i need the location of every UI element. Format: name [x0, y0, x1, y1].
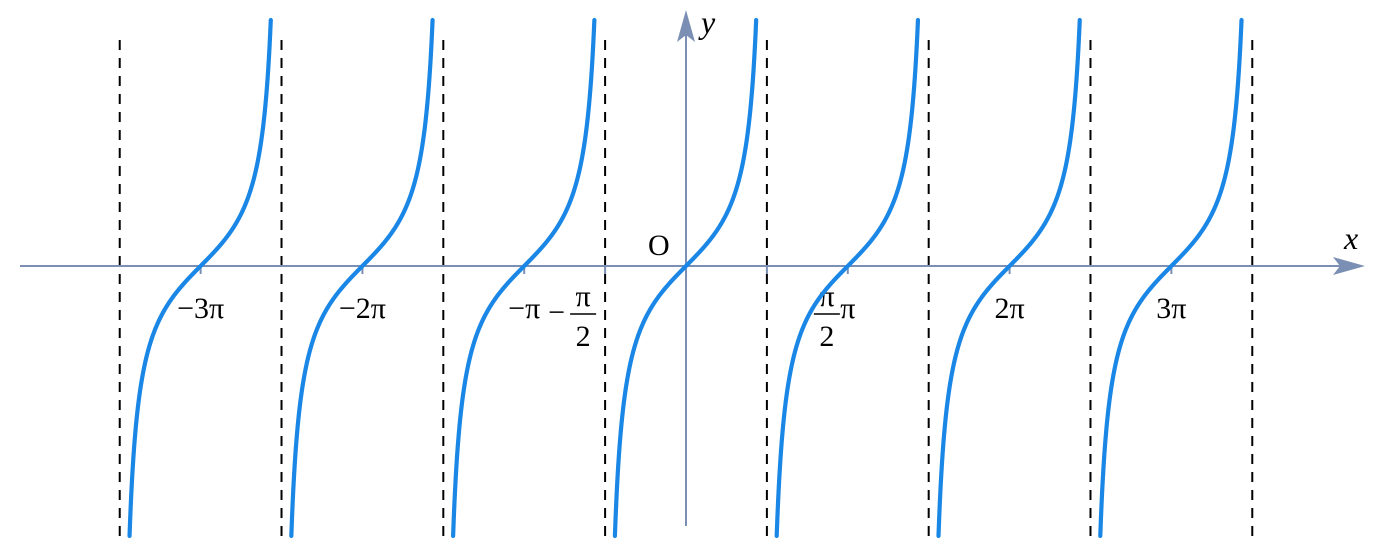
x-axis-label: x [1343, 220, 1358, 256]
x-axis-arrow-icon [1333, 257, 1365, 275]
x-tick-label-sign: − [548, 296, 565, 329]
asymptote-lines [118, 40, 1254, 542]
x-tick-label: 3π [1156, 292, 1186, 325]
y-axis-arrow-icon [677, 10, 695, 42]
tangent-branch [127, 17, 273, 539]
x-tick-label-numerator: π [819, 280, 834, 313]
tangent-branch [774, 17, 921, 539]
tangent-branches [127, 17, 1244, 539]
x-tick-label-denominator: 2 [576, 320, 591, 353]
x-tick-label: −π [508, 292, 540, 325]
x-tick-label-fraction: − π 2 [548, 280, 597, 353]
x-tick-label-fraction: π2 [813, 280, 840, 353]
tangent-branch [936, 17, 1082, 539]
x-tick-label-numerator: π [576, 280, 591, 313]
x-tick-label: 2π [995, 292, 1025, 325]
x-tick-label: π [840, 292, 855, 325]
y-axis-label: y [698, 4, 716, 40]
x-tick-label-denominator: 2 [819, 320, 834, 353]
axes: x y O [20, 4, 1365, 526]
x-tick-label: −2π [339, 292, 386, 325]
x-tick-label: −3π [177, 292, 224, 325]
tangent-branch [612, 17, 759, 539]
tangent-branch [1098, 17, 1244, 539]
origin-label: O [648, 229, 670, 262]
tangent-branch [451, 17, 597, 539]
tangent-branch [289, 17, 435, 539]
